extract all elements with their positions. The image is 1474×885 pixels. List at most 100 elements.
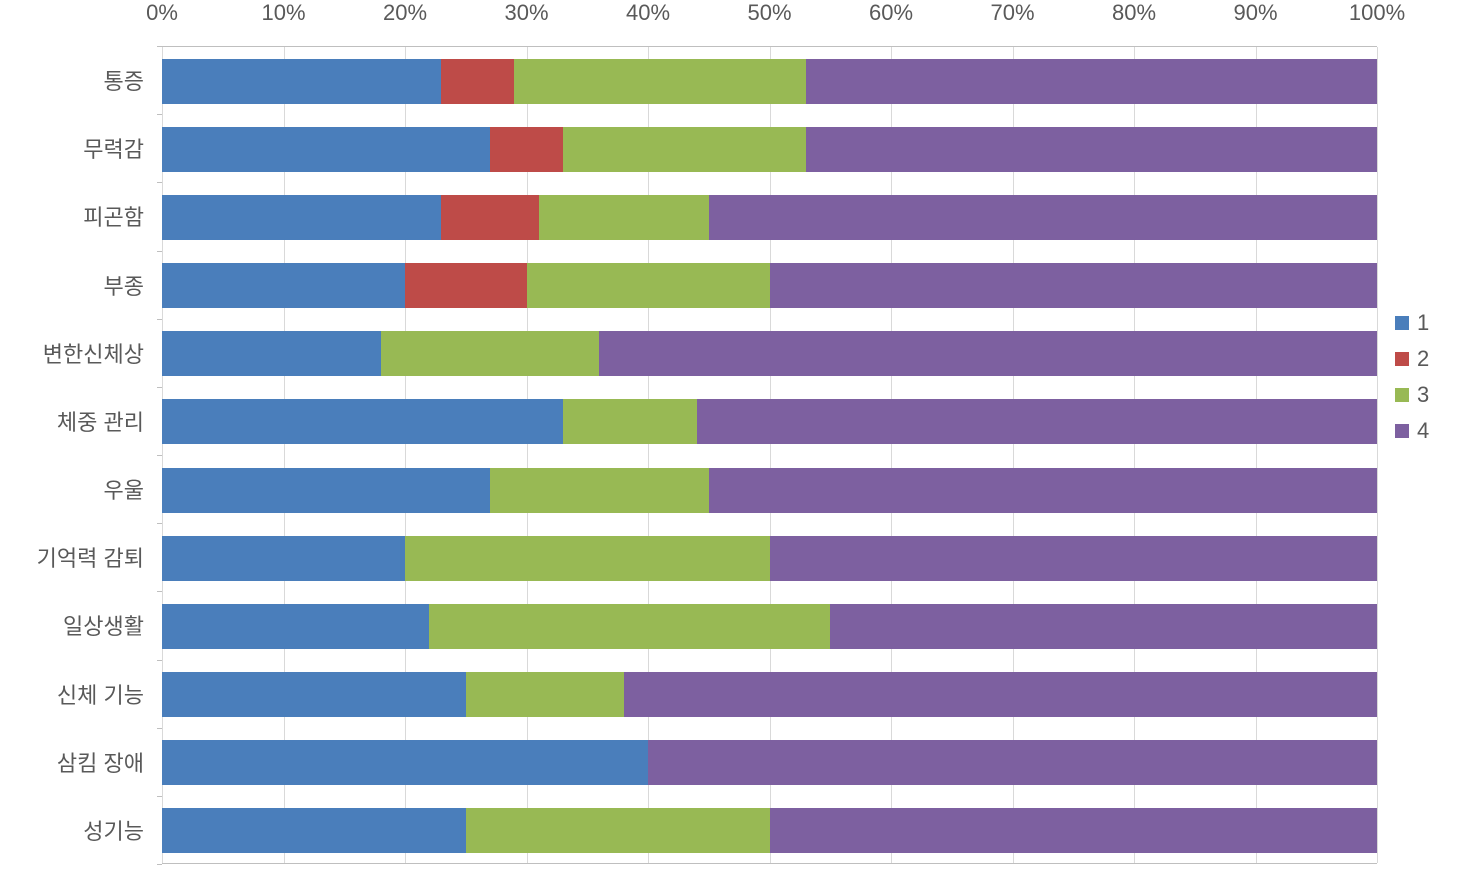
bar-segment bbox=[466, 672, 624, 717]
y-tick bbox=[157, 251, 162, 252]
category-label: 성기능 bbox=[0, 814, 144, 846]
category-label: 삼킴 장애 bbox=[0, 746, 144, 778]
x-axis-tick: 70% bbox=[990, 0, 1034, 26]
legend-label: 2 bbox=[1417, 346, 1429, 372]
bar-segment bbox=[697, 399, 1377, 444]
bar-segment bbox=[806, 127, 1377, 172]
bar-segment bbox=[162, 672, 466, 717]
bar-segment bbox=[624, 672, 1377, 717]
x-axis-tick: 10% bbox=[261, 0, 305, 26]
legend-label: 4 bbox=[1417, 418, 1429, 444]
category-label: 피곤함 bbox=[0, 200, 144, 232]
bar-segment bbox=[162, 331, 381, 376]
category-label: 일상생활 bbox=[0, 609, 144, 641]
category-label: 통증 bbox=[0, 64, 144, 96]
bar-segment bbox=[381, 331, 600, 376]
y-tick bbox=[157, 591, 162, 592]
x-axis-tick: 80% bbox=[1112, 0, 1156, 26]
x-axis-tick: 40% bbox=[626, 0, 670, 26]
bar-segment bbox=[162, 195, 441, 240]
y-tick bbox=[157, 46, 162, 47]
gridline bbox=[1377, 47, 1378, 863]
y-tick bbox=[157, 455, 162, 456]
bar-segment bbox=[441, 59, 514, 104]
x-axis-tick: 50% bbox=[747, 0, 791, 26]
bar-segment bbox=[162, 740, 648, 785]
legend-swatch bbox=[1395, 388, 1409, 402]
legend-item: 1 bbox=[1395, 310, 1429, 336]
y-tick bbox=[157, 660, 162, 661]
bar-segment bbox=[162, 127, 490, 172]
legend-item: 3 bbox=[1395, 382, 1429, 408]
bar-segment bbox=[162, 263, 405, 308]
bar-row bbox=[162, 672, 1377, 717]
bar-segment bbox=[162, 536, 405, 581]
stacked-bar-chart: 0%10%20%30%40%50%60%70%80%90%100% 통증무력감피… bbox=[0, 0, 1474, 885]
bar-row bbox=[162, 536, 1377, 581]
bar-row bbox=[162, 263, 1377, 308]
y-tick bbox=[157, 864, 162, 865]
y-tick bbox=[157, 796, 162, 797]
legend: 1 2 3 4 bbox=[1395, 310, 1429, 454]
y-tick bbox=[157, 182, 162, 183]
category-label: 기억력 감퇴 bbox=[0, 541, 144, 573]
legend-label: 1 bbox=[1417, 310, 1429, 336]
y-tick bbox=[157, 728, 162, 729]
bar-segment bbox=[830, 604, 1377, 649]
x-axis-tick: 60% bbox=[869, 0, 913, 26]
category-label: 신체 기능 bbox=[0, 678, 144, 710]
bar-segment bbox=[405, 263, 527, 308]
y-tick bbox=[157, 319, 162, 320]
bar-segment bbox=[770, 808, 1378, 853]
bar-segment bbox=[490, 468, 709, 513]
bar-segment bbox=[599, 331, 1377, 376]
bar-segment bbox=[648, 740, 1377, 785]
bar-segment bbox=[490, 127, 563, 172]
y-tick bbox=[157, 114, 162, 115]
bar-segment bbox=[429, 604, 830, 649]
bar-segment bbox=[162, 59, 441, 104]
bar-segment bbox=[770, 536, 1378, 581]
bar-segment bbox=[563, 399, 697, 444]
bar-segment bbox=[563, 127, 806, 172]
x-axis-tick: 100% bbox=[1349, 0, 1405, 26]
x-axis-tick: 30% bbox=[504, 0, 548, 26]
x-axis: 0%10%20%30%40%50%60%70%80%90%100% bbox=[162, 0, 1377, 36]
bar-segment bbox=[441, 195, 538, 240]
legend-swatch bbox=[1395, 424, 1409, 438]
bar-segment bbox=[162, 808, 466, 853]
bar-segment bbox=[770, 263, 1378, 308]
bar-row bbox=[162, 195, 1377, 240]
bar-row bbox=[162, 468, 1377, 513]
y-tick bbox=[157, 523, 162, 524]
bar-row bbox=[162, 399, 1377, 444]
bar-segment bbox=[709, 468, 1377, 513]
legend-item: 4 bbox=[1395, 418, 1429, 444]
category-label: 부종 bbox=[0, 269, 144, 301]
plot-area bbox=[162, 46, 1377, 864]
y-tick bbox=[157, 387, 162, 388]
x-axis-tick: 20% bbox=[383, 0, 427, 26]
bar-row bbox=[162, 127, 1377, 172]
x-axis-tick: 90% bbox=[1233, 0, 1277, 26]
bar-row bbox=[162, 604, 1377, 649]
bar-segment bbox=[514, 59, 806, 104]
category-label: 변한신체상 bbox=[0, 337, 144, 369]
bar-segment bbox=[527, 263, 770, 308]
legend-label: 3 bbox=[1417, 382, 1429, 408]
legend-swatch bbox=[1395, 316, 1409, 330]
category-label: 체중 관리 bbox=[0, 405, 144, 437]
bar-segment bbox=[162, 468, 490, 513]
category-label: 무력감 bbox=[0, 132, 144, 164]
bar-segment bbox=[806, 59, 1377, 104]
bar-row bbox=[162, 59, 1377, 104]
bar-row bbox=[162, 808, 1377, 853]
bar-row bbox=[162, 331, 1377, 376]
bar-segment bbox=[405, 536, 770, 581]
legend-swatch bbox=[1395, 352, 1409, 366]
legend-item: 2 bbox=[1395, 346, 1429, 372]
bar-row bbox=[162, 740, 1377, 785]
category-label: 우울 bbox=[0, 473, 144, 505]
bar-segment bbox=[162, 604, 429, 649]
bar-segment bbox=[539, 195, 709, 240]
